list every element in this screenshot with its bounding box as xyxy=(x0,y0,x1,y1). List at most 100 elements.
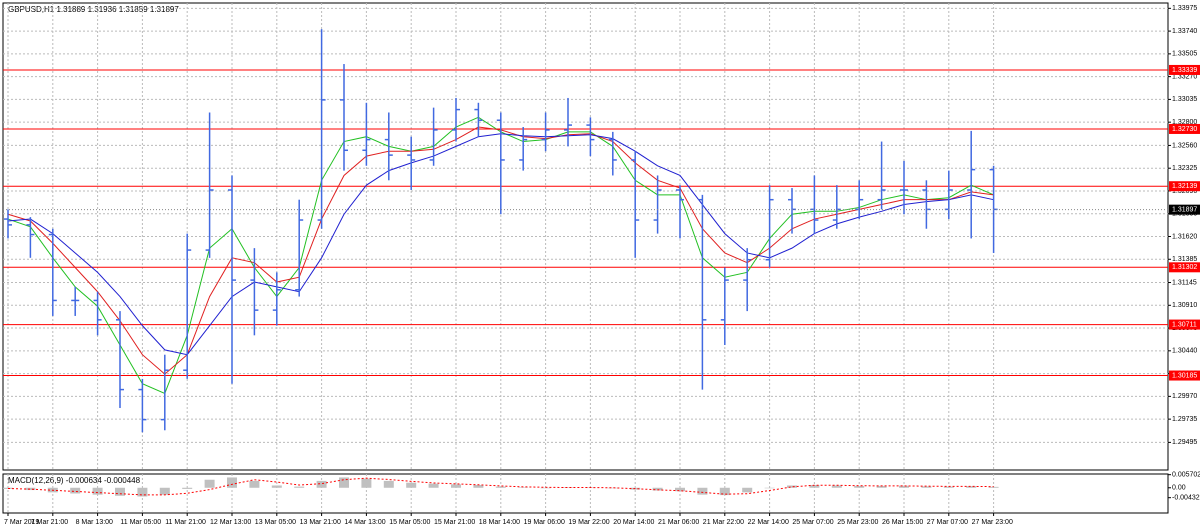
macd-bar xyxy=(182,487,193,489)
current-price-label: 1.31897 xyxy=(1172,207,1197,214)
macd-bar xyxy=(361,478,372,488)
macd-bar xyxy=(339,477,349,488)
x-tick-label: 26 Mar 15:00 xyxy=(882,519,923,526)
y-tick-label: 1.29970 xyxy=(1172,393,1197,400)
x-tick-label: 21 Mar 06:00 xyxy=(658,519,699,526)
macd-bar xyxy=(831,485,842,488)
level-label: 1.32730 xyxy=(1172,126,1197,133)
x-tick-label: 18 Mar 14:00 xyxy=(479,519,520,526)
level-box xyxy=(1169,123,1200,134)
level-label: 1.33339 xyxy=(1172,67,1197,74)
x-tick-label: 22 Mar 14:00 xyxy=(748,519,789,526)
y-tick-label: 1.33975 xyxy=(1172,5,1197,12)
chart-title: GBPUSD,H1 1.31889 1.31936 1.31859 1.3189… xyxy=(8,5,179,14)
macd-bar xyxy=(540,487,551,489)
y-tick-label: 1.30440 xyxy=(1172,348,1197,355)
y-tick-label: 1.32560 xyxy=(1172,142,1197,149)
x-tick-label: 15 Mar 21:00 xyxy=(434,519,475,526)
macd-bar xyxy=(809,485,820,488)
y-tick-label: 1.33035 xyxy=(1172,96,1197,103)
macd-bar xyxy=(787,485,797,488)
macd-bar xyxy=(3,487,13,489)
macd-bar xyxy=(607,487,618,489)
macd-bar xyxy=(137,487,148,497)
macd-bar xyxy=(406,482,417,488)
macd-bar xyxy=(742,487,753,493)
level-box xyxy=(1169,64,1200,75)
y-tick-label: -0.004325 xyxy=(1172,495,1200,502)
level-label: 1.31302 xyxy=(1172,264,1197,271)
x-tick-label: 11 Mar 21:00 xyxy=(165,519,206,526)
x-tick-label: 19 Mar 22:00 xyxy=(568,519,609,526)
level-label: 1.30185 xyxy=(1172,372,1197,379)
macd-bar xyxy=(495,486,506,488)
macd-bar xyxy=(518,487,529,488)
macd-bar xyxy=(92,487,103,495)
y-tick-label: 1.33505 xyxy=(1172,51,1197,58)
macd-bar xyxy=(764,487,775,489)
macd-bar xyxy=(227,477,237,488)
y-tick-label: 1.33740 xyxy=(1172,28,1197,35)
x-tick-label: 7 Mar 21:00 xyxy=(31,519,68,526)
x-tick-label: 7 Mar 2019 xyxy=(4,519,40,526)
macd-bar xyxy=(249,480,260,488)
macd-bar xyxy=(899,485,909,488)
y-tick-label: 1.32090 xyxy=(1172,188,1197,195)
x-tick-label: 15 Mar 05:00 xyxy=(389,519,430,526)
macd-bar xyxy=(294,486,305,488)
x-tick-label: 25 Mar 07:00 xyxy=(792,519,833,526)
macd-bar xyxy=(876,485,887,488)
macd-bar xyxy=(652,487,663,491)
level-box xyxy=(1169,370,1200,381)
y-tick-label: 1.29495 xyxy=(1172,439,1197,446)
x-tick-label: 13 Mar 05:00 xyxy=(255,519,296,526)
macd-bar xyxy=(719,487,730,496)
current-price-box xyxy=(1169,204,1200,215)
x-tick-label: 13 Mar 21:00 xyxy=(300,519,341,526)
x-tick-label: 20 Mar 14:00 xyxy=(613,519,654,526)
macd-bar xyxy=(115,487,125,496)
x-tick-label: 11 Mar 05:00 xyxy=(120,519,161,526)
x-tick-label: 8 Mar 13:00 xyxy=(76,519,113,526)
y-tick-label: 1.31145 xyxy=(1172,279,1197,286)
y-tick-label: 1.31385 xyxy=(1172,256,1197,263)
macd-bar xyxy=(25,487,36,491)
x-tick-label: 19 Mar 06:00 xyxy=(524,519,565,526)
y-tick-label: 1.31620 xyxy=(1172,233,1197,240)
macd-panel xyxy=(2,473,1169,514)
y-tick-label: 1.32800 xyxy=(1172,119,1197,126)
y-tick-label: 1.33270 xyxy=(1172,73,1197,80)
macd-signal xyxy=(7,477,994,496)
y-tick-label: 1.30910 xyxy=(1172,302,1197,309)
macd-bar xyxy=(428,483,439,488)
grid xyxy=(3,3,1168,513)
level-label: 1.30711 xyxy=(1172,321,1197,328)
macd-bar xyxy=(159,487,170,495)
macd-bar xyxy=(70,487,81,494)
level-box xyxy=(1169,262,1200,273)
level-box xyxy=(1169,319,1200,330)
x-tick-label: 14 Mar 13:00 xyxy=(344,519,385,526)
macd-bar xyxy=(988,486,999,488)
y-tick-label: 0.00 xyxy=(1172,485,1186,492)
y-tick-label: 0.005702 xyxy=(1172,472,1200,479)
macd-bar xyxy=(697,487,708,495)
macd-bar xyxy=(921,486,932,488)
macd-label: MACD(12,26,9) -0.000634 -0.000448 xyxy=(8,476,141,485)
macd-bar xyxy=(451,484,461,488)
x-tick-label: 25 Mar 23:00 xyxy=(837,519,878,526)
macd-bar xyxy=(204,479,215,488)
macd-bar xyxy=(943,486,954,488)
x-tick-label: 27 Mar 07:00 xyxy=(927,519,968,526)
level-box xyxy=(1169,181,1200,192)
x-tick-label: 12 Mar 13:00 xyxy=(210,519,251,526)
macd-bar xyxy=(316,480,327,488)
level-label: 1.32139 xyxy=(1172,183,1197,190)
macd-bar xyxy=(854,485,865,488)
x-tick-label: 27 Mar 23:00 xyxy=(972,519,1013,526)
y-tick-label: 1.32325 xyxy=(1172,165,1197,172)
macd-bar xyxy=(966,486,977,488)
x-tick-label: 21 Mar 22:00 xyxy=(703,519,744,526)
macd-bar xyxy=(563,487,573,488)
macd-bar xyxy=(383,480,394,488)
